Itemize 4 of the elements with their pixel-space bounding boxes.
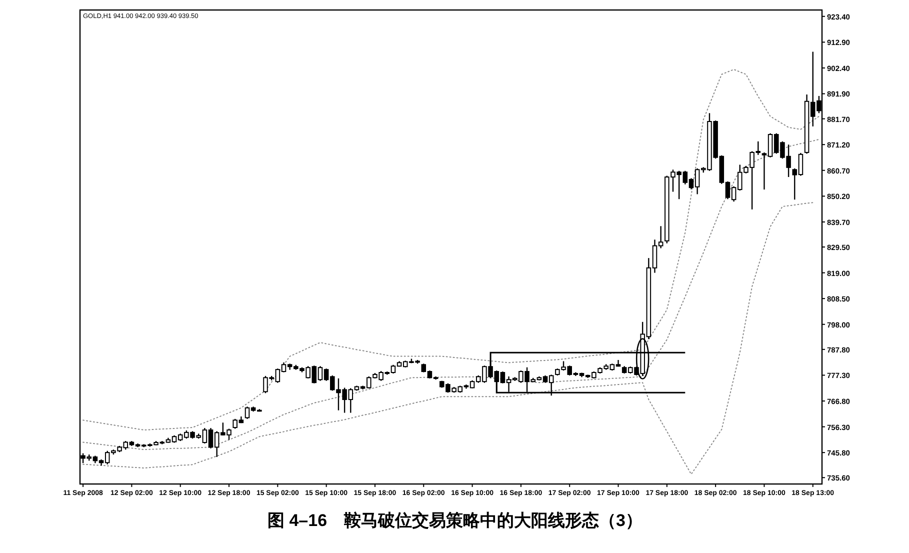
line-series <box>82 202 814 475</box>
line-series <box>82 68 820 430</box>
caption: 图 4–16 鞍马破位交易策略中的大阳线形态（3） <box>268 511 642 530</box>
line-series <box>82 138 820 450</box>
